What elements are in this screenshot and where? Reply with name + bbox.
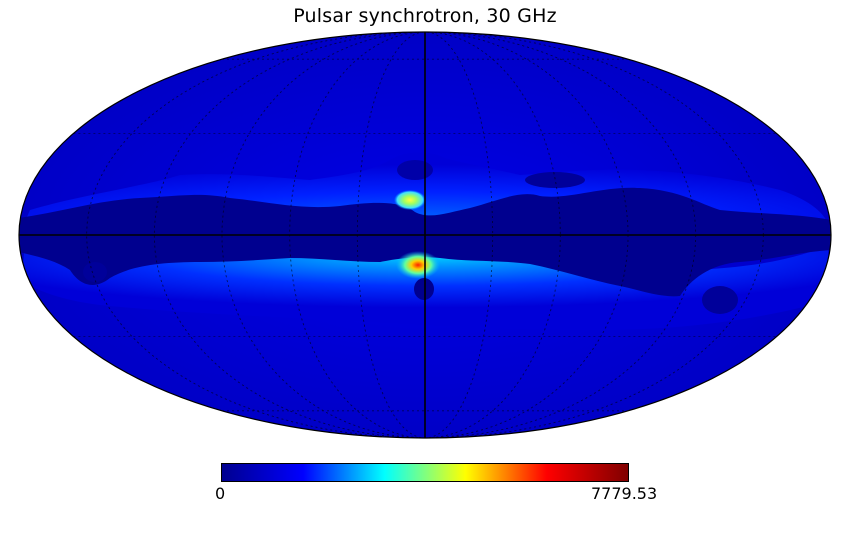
- dark-cloud-southwest: [83, 262, 107, 282]
- south-bright-core: [396, 251, 440, 279]
- dark-cloud-north: [397, 160, 433, 180]
- colorbar-max-label: 7779.53: [591, 484, 658, 503]
- north-bright-blob: [394, 190, 426, 210]
- map-title: Pulsar synchrotron, 30 GHz: [293, 5, 557, 27]
- dark-cloud-southeast: [702, 286, 738, 314]
- colorbar: [221, 463, 629, 482]
- colorbar-min-label: 0: [215, 484, 226, 503]
- dark-cloud-east: [525, 172, 585, 188]
- dark-cloud-south-center: [414, 278, 434, 300]
- map-outline: [18, 31, 832, 439]
